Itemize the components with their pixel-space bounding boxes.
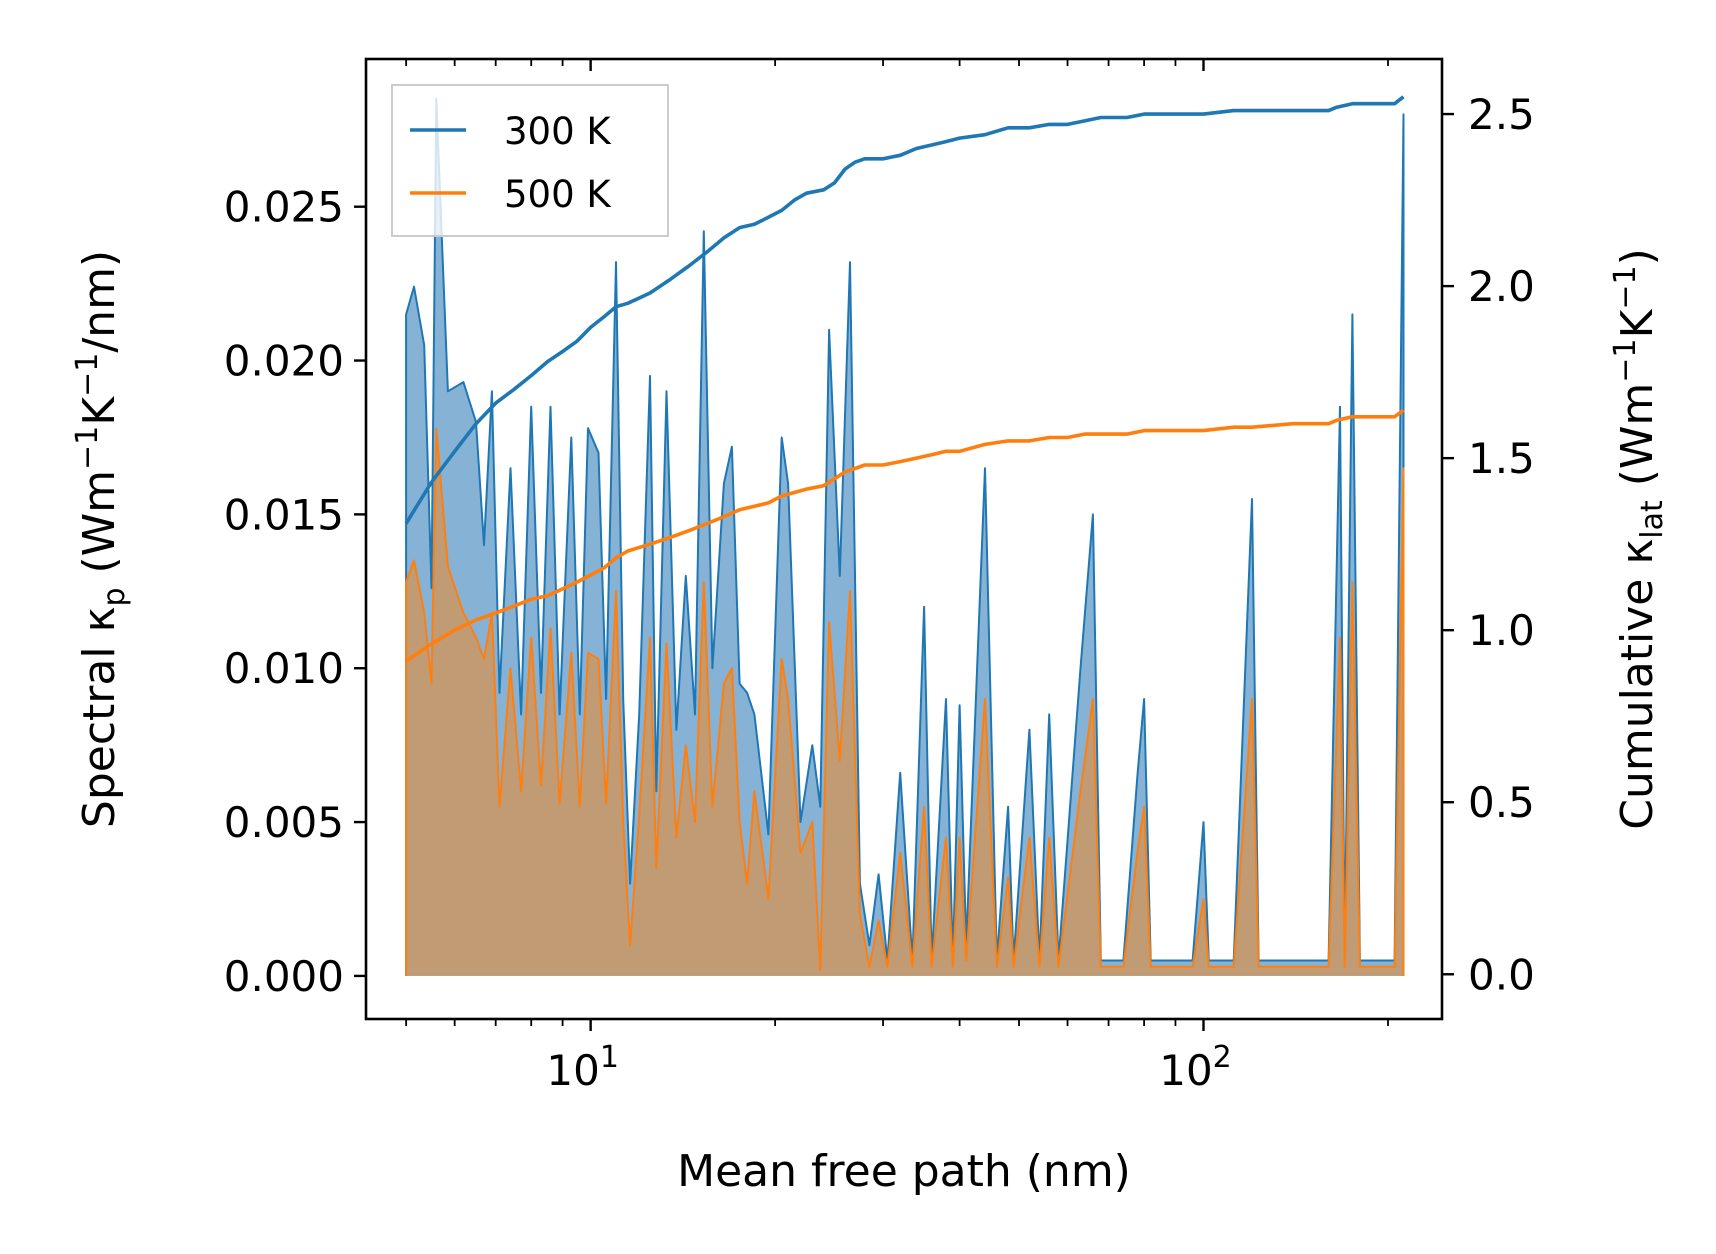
y-left-tick-label: 0.005	[224, 798, 344, 847]
y-right-tick-label: 0.5	[1468, 778, 1535, 827]
legend-box	[391, 84, 669, 237]
legend: 300 K 500 K	[391, 84, 669, 237]
y-left-tick-label: 0.020	[224, 337, 344, 386]
legend-label-300k: 300 K	[504, 110, 612, 153]
spectral-line-300k	[405, 98, 1405, 976]
y-left-tick-label: 0.010	[224, 644, 344, 693]
y-right-tick-label: 1.5	[1468, 434, 1535, 483]
y-right-tick-label: 0.0	[1468, 950, 1535, 999]
y-left-tick-label: 0.000	[224, 952, 344, 1001]
x-tick-label: 102	[1159, 1040, 1232, 1095]
y-left-tick-label: 0.015	[224, 490, 344, 539]
cumulative-line-500k	[405, 408, 1405, 663]
y-right-tick-label: 1.0	[1468, 606, 1535, 655]
y-left-tick-label: 0.025	[224, 183, 344, 232]
plot-frame	[364, 57, 1444, 1021]
y-right-tick-label: 2.5	[1468, 90, 1535, 139]
x-axis-label: Mean free path (nm)	[677, 1146, 1131, 1197]
y-axis-label-left: Spectral κp (Wm−1K−1/nm)	[70, 250, 132, 828]
x-tick-label: 101	[546, 1040, 619, 1095]
legend-label-500k: 500 K	[504, 173, 612, 216]
y-axis-label-right: Cumulative κlat (Wm−1K−1)	[1608, 248, 1670, 830]
y-right-tick-label: 2.0	[1468, 262, 1535, 311]
cumulative-line-300k	[404, 95, 1405, 525]
spectral-line-500k	[405, 427, 1405, 976]
